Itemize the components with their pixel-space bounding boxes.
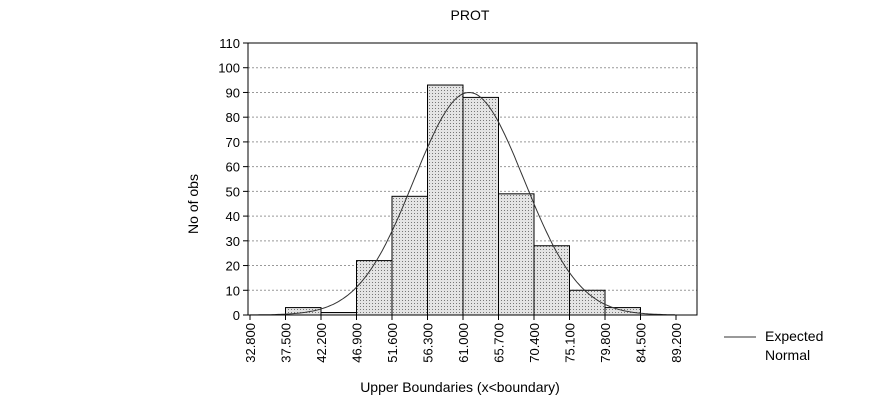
y-tick-label: 20 bbox=[226, 259, 240, 274]
y-tick-label: 60 bbox=[226, 160, 240, 175]
histogram-bar bbox=[533, 245, 570, 316]
legend-label-line2: Normal bbox=[765, 347, 810, 363]
x-axis-ticks: 32.800 37.500 42.200 46.900 51.600 56.300 61.0… bbox=[243, 315, 684, 363]
y-tick-label: 0 bbox=[233, 308, 240, 323]
histogram-bar bbox=[604, 307, 641, 316]
expected-normal-curve bbox=[250, 91, 675, 316]
x-tick-label: 84.500 bbox=[634, 323, 649, 363]
x-tick-label: 70.400 bbox=[527, 323, 542, 363]
x-tick-label: 89.200 bbox=[669, 323, 684, 363]
histogram-bar bbox=[569, 289, 606, 316]
histogram-bar bbox=[391, 195, 428, 316]
x-tick-label: 79.800 bbox=[598, 323, 613, 363]
x-tick-label: 56.300 bbox=[421, 323, 436, 363]
histogram-bar bbox=[427, 84, 464, 316]
y-tick-label: 50 bbox=[226, 184, 240, 199]
x-tick-label: 75.100 bbox=[563, 323, 578, 363]
x-tick-label: 37.500 bbox=[279, 323, 294, 363]
y-axis-ticks: 0 10 20 30 40 50 60 70 80 90 100 110 bbox=[218, 36, 248, 323]
y-axis-label: No of obs bbox=[185, 174, 201, 234]
x-tick-label: 65.700 bbox=[492, 323, 507, 363]
legend: Expected Normal bbox=[724, 328, 823, 363]
expected-normal-curve-group bbox=[250, 91, 675, 316]
x-axis-label: Upper Boundaries (x<boundary) bbox=[360, 379, 560, 395]
x-tick-label: 42.200 bbox=[314, 323, 329, 363]
y-tick-label: 100 bbox=[218, 61, 240, 76]
x-tick-label: 51.600 bbox=[385, 323, 400, 363]
y-tick-label: 10 bbox=[226, 283, 240, 298]
y-tick-label: 40 bbox=[226, 209, 240, 224]
histogram-bar bbox=[356, 260, 393, 316]
x-tick-label: 32.800 bbox=[243, 323, 258, 363]
y-tick-label: 80 bbox=[226, 110, 240, 125]
y-tick-label: 70 bbox=[226, 135, 240, 150]
histogram-bar bbox=[462, 96, 499, 316]
legend-label-line1: Expected bbox=[765, 328, 823, 344]
histogram-bar bbox=[498, 193, 535, 316]
x-tick-label: 46.900 bbox=[350, 323, 365, 363]
plot-frame bbox=[247, 42, 698, 316]
x-tick-label: 61.000 bbox=[456, 323, 471, 363]
chart-title: PROT bbox=[451, 7, 490, 23]
histogram-bars bbox=[285, 84, 641, 316]
y-tick-label: 110 bbox=[219, 36, 240, 51]
y-tick-label: 30 bbox=[226, 234, 240, 249]
y-tick-label: 90 bbox=[226, 85, 240, 100]
